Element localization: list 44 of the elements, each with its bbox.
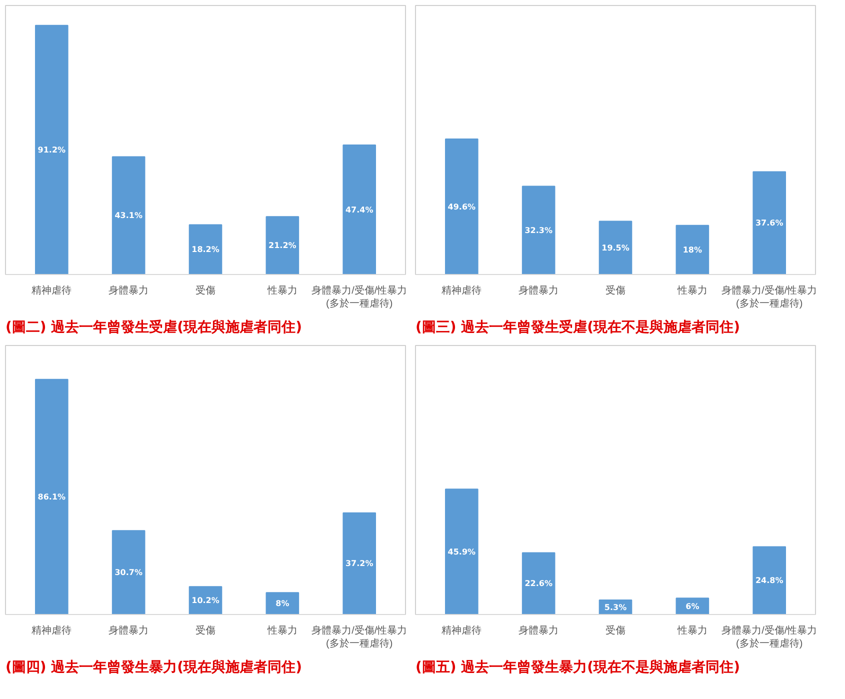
data-label: 49.6% xyxy=(448,202,476,212)
data-label: 32.3% xyxy=(524,226,552,235)
data-label: 5.3% xyxy=(604,602,627,612)
text: (圖四) 過去一年曾發生暴力(現在與施虐者同住) xyxy=(6,660,302,676)
x-tick-label: 性暴力 xyxy=(266,624,298,636)
data-label: 19.5% xyxy=(602,243,630,252)
text: (圖五) 過去一年曾發生暴力(現在不是與施虐者同住) xyxy=(416,660,740,676)
data-label: 43.1% xyxy=(114,211,142,220)
x-tick-label: 身體暴力 xyxy=(108,284,149,296)
x-tick-label: 身體暴力 xyxy=(518,284,559,296)
text: (圖二) 過去一年曾發生受虐(現在與施虐者同住) xyxy=(6,320,302,336)
x-tick-label: 精神虐待 xyxy=(442,284,482,296)
data-label: 24.8% xyxy=(755,576,784,586)
x-tick-label: 受傷 xyxy=(196,284,216,296)
x-tick-label: 性暴力 xyxy=(676,284,708,296)
data-label: 18.2% xyxy=(192,245,220,254)
x-tick-label: 精神虐待 xyxy=(442,624,482,636)
data-label: 45.9% xyxy=(448,547,476,556)
data-label: 8% xyxy=(276,599,290,608)
x-tick-label: 身體暴力 xyxy=(518,624,559,636)
data-label: 86.1% xyxy=(38,492,66,502)
x-tick-label: 身體暴力/受傷/性暴力(多於一種虐待) xyxy=(722,284,818,310)
x-tick-label: 身體暴力/受傷/性暴力(多於一種虐待) xyxy=(312,284,408,310)
data-label: 37.2% xyxy=(345,559,374,568)
data-label: 30.7% xyxy=(114,568,142,578)
data-label: 91.2% xyxy=(38,145,66,154)
data-label: 6% xyxy=(686,602,700,611)
x-tick-label: 身體暴力/受傷/性暴力(多於一種虐待) xyxy=(722,624,818,650)
x-tick-label: 性暴力 xyxy=(676,624,708,636)
data-label: 47.4% xyxy=(345,205,374,214)
text: (圖三) 過去一年曾發生受虐(現在不是與施虐者同住) xyxy=(416,320,740,336)
data-label: 22.6% xyxy=(524,579,552,588)
data-label: 21.2% xyxy=(268,241,296,250)
data-label: 37.6% xyxy=(755,218,784,228)
x-tick-label: 受傷 xyxy=(196,624,216,636)
x-tick-label: 精神虐待 xyxy=(32,624,72,636)
x-tick-label: 精神虐待 xyxy=(32,284,72,296)
x-tick-label: 受傷 xyxy=(606,284,626,296)
x-tick-label: 身體暴力/受傷/性暴力(多於一種虐待) xyxy=(312,624,408,650)
data-label: 10.2% xyxy=(192,596,220,606)
x-tick-label: 身體暴力 xyxy=(108,624,149,636)
data-label: 18% xyxy=(682,245,702,254)
x-tick-label: 受傷 xyxy=(606,624,626,636)
x-tick-label: 性暴力 xyxy=(266,284,298,296)
